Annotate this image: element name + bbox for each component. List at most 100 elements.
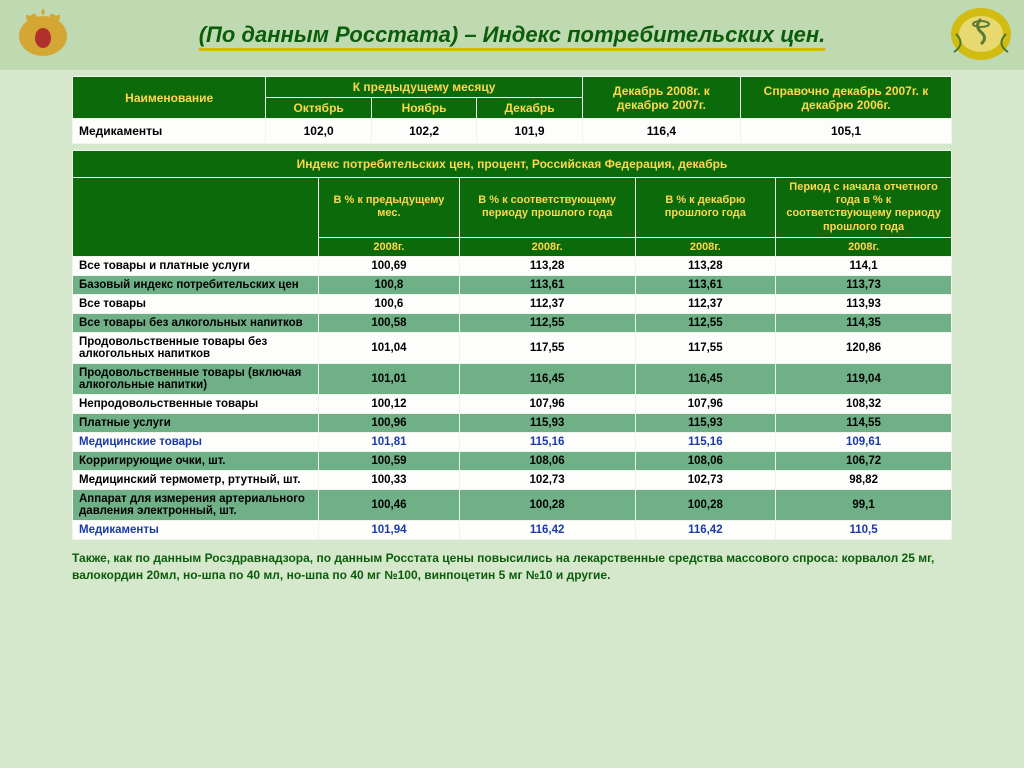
- row-value: 116,45: [459, 363, 635, 394]
- table-row: Продовольственные товары (включая алкого…: [73, 363, 952, 394]
- row-label: Медицинские товары: [73, 432, 319, 451]
- row-label: Платные услуги: [73, 413, 319, 432]
- t2-sub-3: В % к декабрю прошлого года: [635, 178, 776, 238]
- row-value: 98,82: [776, 470, 952, 489]
- t2-year-3: 2008г.: [635, 237, 776, 256]
- row-value: 115,16: [635, 432, 776, 451]
- t1-row-label: Медикаменты: [73, 119, 266, 144]
- row-label: Продовольственные товары без алкогольных…: [73, 332, 319, 363]
- row-value: 100,69: [319, 256, 460, 275]
- row-value: 100,28: [635, 489, 776, 520]
- row-value: 100,28: [459, 489, 635, 520]
- row-value: 113,61: [459, 275, 635, 294]
- row-label: Аппарат для измерения артериального давл…: [73, 489, 319, 520]
- row-value: 102,73: [459, 470, 635, 489]
- row-value: 101,04: [319, 332, 460, 363]
- row-value: 107,96: [459, 394, 635, 413]
- table-row: Продовольственные товары без алкогольных…: [73, 332, 952, 363]
- row-value: 110,5: [776, 520, 952, 539]
- row-value: 119,04: [776, 363, 952, 394]
- t1-col-dec08-07: Декабрь 2008г. к декабрю 2007г.: [582, 77, 740, 119]
- row-value: 100,12: [319, 394, 460, 413]
- t1-val-ref: 105,1: [741, 119, 952, 144]
- row-label: Непродовольственные товары: [73, 394, 319, 413]
- row-value: 116,42: [635, 520, 776, 539]
- row-value: 100,8: [319, 275, 460, 294]
- t2-col-empty: [73, 178, 319, 257]
- row-value: 115,93: [635, 413, 776, 432]
- t1-val-oct: 102,0: [266, 119, 371, 144]
- footnote: Также, как по данным Росздравнадзора, по…: [72, 550, 952, 584]
- row-label: Медикаменты: [73, 520, 319, 539]
- row-value: 100,33: [319, 470, 460, 489]
- row-value: 117,55: [459, 332, 635, 363]
- row-value: 115,93: [459, 413, 635, 432]
- medical-emblem-icon: [946, 4, 1016, 64]
- row-value: 113,93: [776, 294, 952, 313]
- t2-subheader-row: В % к предыдущему мес. В % к соответству…: [73, 178, 952, 238]
- t1-col-prev-month: К предыдущему месяцу: [266, 77, 582, 98]
- row-value: 114,1: [776, 256, 952, 275]
- t1-col-name: Наименование: [73, 77, 266, 119]
- t2-sub-1: В % к предыдущему мес.: [319, 178, 460, 238]
- t1-row-medicaments: Медикаменты 102,0 102,2 101,9 116,4 105,…: [73, 119, 952, 144]
- t1-val-nov: 102,2: [371, 119, 476, 144]
- table-row: Медицинские товары101,81115,16115,16109,…: [73, 432, 952, 451]
- row-value: 108,06: [635, 451, 776, 470]
- table-row: Непродовольственные товары100,12107,9610…: [73, 394, 952, 413]
- row-value: 113,73: [776, 275, 952, 294]
- table-row: Корригирующие очки, шт.100,59108,06108,0…: [73, 451, 952, 470]
- t2-year-4: 2008г.: [776, 237, 952, 256]
- row-value: 112,37: [635, 294, 776, 313]
- row-value: 109,61: [776, 432, 952, 451]
- row-value: 112,55: [635, 313, 776, 332]
- t2-sub-4: Период с начала отчетного года в % к соо…: [776, 178, 952, 238]
- page-title: (По данным Росстата) – Индекс потребител…: [90, 22, 934, 48]
- row-value: 100,58: [319, 313, 460, 332]
- row-label: Базовый индекс потребительских цен: [73, 275, 319, 294]
- row-value: 100,96: [319, 413, 460, 432]
- row-value: 108,06: [459, 451, 635, 470]
- t2-year-2: 2008г.: [459, 237, 635, 256]
- row-value: 100,59: [319, 451, 460, 470]
- row-value: 113,28: [635, 256, 776, 275]
- t1-header-row-1: Наименование К предыдущему месяцу Декабр…: [73, 77, 952, 98]
- row-value: 112,37: [459, 294, 635, 313]
- table-row: Медикаменты101,94116,42116,42110,5: [73, 520, 952, 539]
- table-row: Медицинский термометр, ртутный, шт.100,3…: [73, 470, 952, 489]
- row-value: 101,94: [319, 520, 460, 539]
- row-value: 100,6: [319, 294, 460, 313]
- row-value: 112,55: [459, 313, 635, 332]
- table-row: Все товары100,6112,37112,37113,93: [73, 294, 952, 313]
- t1-val-dec: 101,9: [477, 119, 582, 144]
- row-value: 106,72: [776, 451, 952, 470]
- row-value: 114,55: [776, 413, 952, 432]
- row-value: 108,32: [776, 394, 952, 413]
- row-value: 113,28: [459, 256, 635, 275]
- row-value: 101,81: [319, 432, 460, 451]
- t1-col-nov: Ноябрь: [371, 98, 476, 119]
- row-label: Все товары без алкогольных напитков: [73, 313, 319, 332]
- row-label: Все товары и платные услуги: [73, 256, 319, 275]
- t1-col-oct: Октябрь: [266, 98, 371, 119]
- row-value: 120,86: [776, 332, 952, 363]
- table-row: Платные услуги100,96115,93115,93114,55: [73, 413, 952, 432]
- row-value: 100,46: [319, 489, 460, 520]
- row-value: 102,73: [635, 470, 776, 489]
- row-value: 107,96: [635, 394, 776, 413]
- t1-col-ref07-06: Справочно декабрь 2007г. к декабрю 2006г…: [741, 77, 952, 119]
- row-value: 116,45: [635, 363, 776, 394]
- content-area: Наименование К предыдущему месяцу Декабр…: [0, 70, 1024, 583]
- row-value: 116,42: [459, 520, 635, 539]
- t2-year-1: 2008г.: [319, 237, 460, 256]
- row-value: 115,16: [459, 432, 635, 451]
- row-label: Все товары: [73, 294, 319, 313]
- row-label: Медицинский термометр, ртутный, шт.: [73, 470, 319, 489]
- t2-sub-2: В % к соответствующему периоду прошлого …: [459, 178, 635, 238]
- coat-of-arms-icon: [8, 4, 78, 64]
- row-value: 99,1: [776, 489, 952, 520]
- row-value: 101,01: [319, 363, 460, 394]
- row-value: 113,61: [635, 275, 776, 294]
- t1-val-dec0807: 116,4: [582, 119, 740, 144]
- table-row: Все товары и платные услуги100,69113,281…: [73, 256, 952, 275]
